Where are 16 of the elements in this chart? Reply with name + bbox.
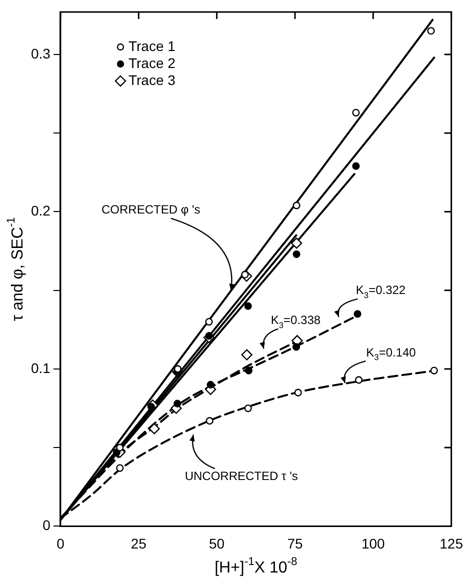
y-axis-title: τ and φ, SEC-1: [6, 217, 26, 322]
legend-label: Trace 3: [128, 72, 176, 88]
x-tick-label: 25: [130, 535, 147, 552]
x-tick-label: 125: [440, 535, 464, 552]
y-tick-label: 0.2: [30, 202, 51, 219]
legend-label: Trace 1: [128, 38, 176, 54]
legend-label: Trace 2: [128, 54, 176, 71]
x-tick-label: 0: [56, 535, 65, 552]
y-tick-label: 0: [42, 517, 51, 534]
annotation: UNCORRECTED τ 's: [184, 468, 298, 483]
annotation: CORRECTED φ 's: [102, 202, 200, 217]
x-tick-label: 100: [361, 535, 386, 552]
y-tick-label: 0.1: [30, 360, 51, 376]
x-tick-label: 50: [209, 535, 225, 552]
x-tick-label: 75: [287, 535, 303, 552]
y-tick-label: 0.3: [30, 45, 51, 62]
